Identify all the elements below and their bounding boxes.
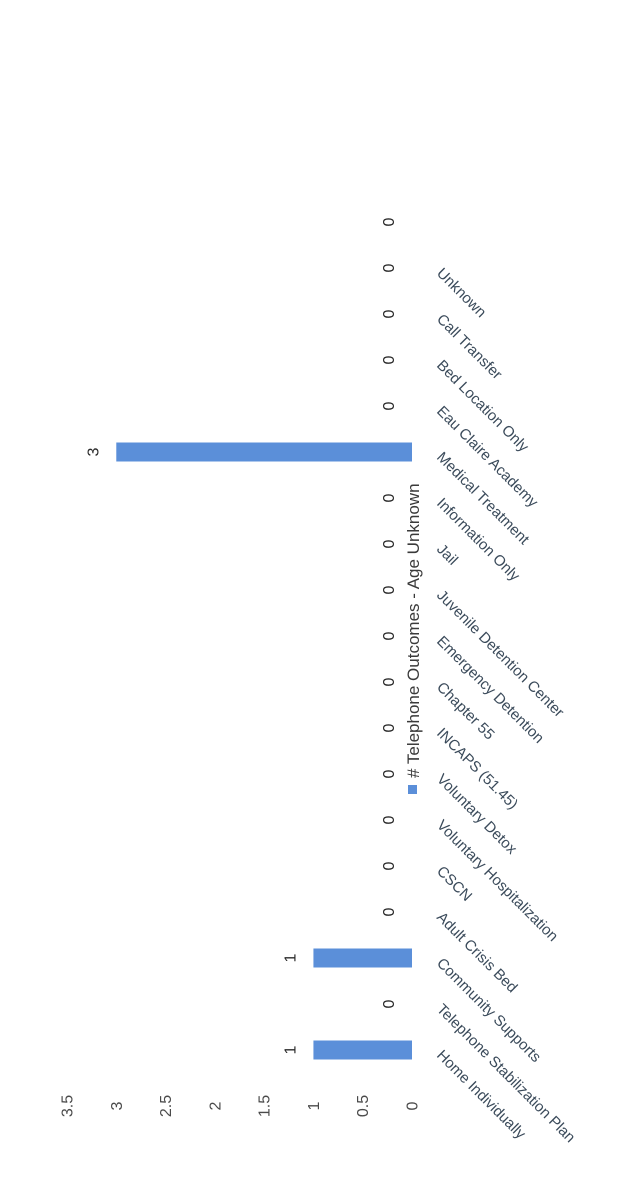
category-label: Jail (433, 541, 461, 569)
legend: # Telephone Outcomes - Age Unknown (404, 483, 423, 794)
category-label: Information Only (433, 495, 523, 585)
category-label: Unknown (433, 265, 489, 321)
bar (313, 1041, 412, 1060)
data-label: 0 (381, 217, 398, 226)
data-label: 1 (282, 1045, 299, 1054)
category-label: INCAPS (51.45) (433, 725, 521, 813)
y-tick-label: 1.5 (257, 1095, 274, 1117)
y-tick-label: 0 (405, 1101, 422, 1110)
data-label: 0 (381, 631, 398, 640)
category-label: Home Individually (433, 1047, 529, 1143)
data-label: 0 (381, 585, 398, 594)
y-tick-label: 3 (109, 1101, 126, 1110)
y-tick-label: 3.5 (60, 1095, 77, 1117)
data-label: 0 (381, 309, 398, 318)
bars (116, 443, 412, 1060)
legend-swatch (408, 785, 417, 794)
data-label: 0 (381, 263, 398, 272)
category-label: CSCN (433, 863, 475, 905)
data-labels: 1 0 1 0 0 0 0 0 0 0 0 0 0 3 0 0 0 0 0 (85, 217, 398, 1054)
y-tick-label: 2.5 (158, 1095, 175, 1117)
data-label: 0 (381, 815, 398, 824)
y-tick-label: 2 (207, 1101, 224, 1110)
category-label: Voluntary Detox (433, 771, 520, 858)
data-label: 1 (282, 953, 299, 962)
category-label: Adult Crisis Bed (433, 909, 520, 996)
y-axis-ticks: 0 0.5 1 1.5 2 2.5 3 3.5 (60, 1095, 422, 1117)
data-label: 0 (381, 907, 398, 916)
data-label: 0 (381, 401, 398, 410)
data-label: 0 (381, 677, 398, 686)
bar (313, 949, 412, 968)
legend-label: # Telephone Outcomes - Age Unknown (404, 483, 423, 778)
y-tick-label: 1 (306, 1101, 323, 1110)
y-tick-label: 0.5 (355, 1095, 372, 1117)
data-label: 0 (381, 861, 398, 870)
data-label: 0 (381, 493, 398, 502)
data-label: 0 (381, 999, 398, 1008)
data-label: 0 (381, 539, 398, 548)
data-label: 3 (85, 447, 102, 456)
data-label: 0 (381, 355, 398, 364)
data-label: 0 (381, 769, 398, 778)
data-label: 0 (381, 723, 398, 732)
bar (116, 443, 412, 462)
